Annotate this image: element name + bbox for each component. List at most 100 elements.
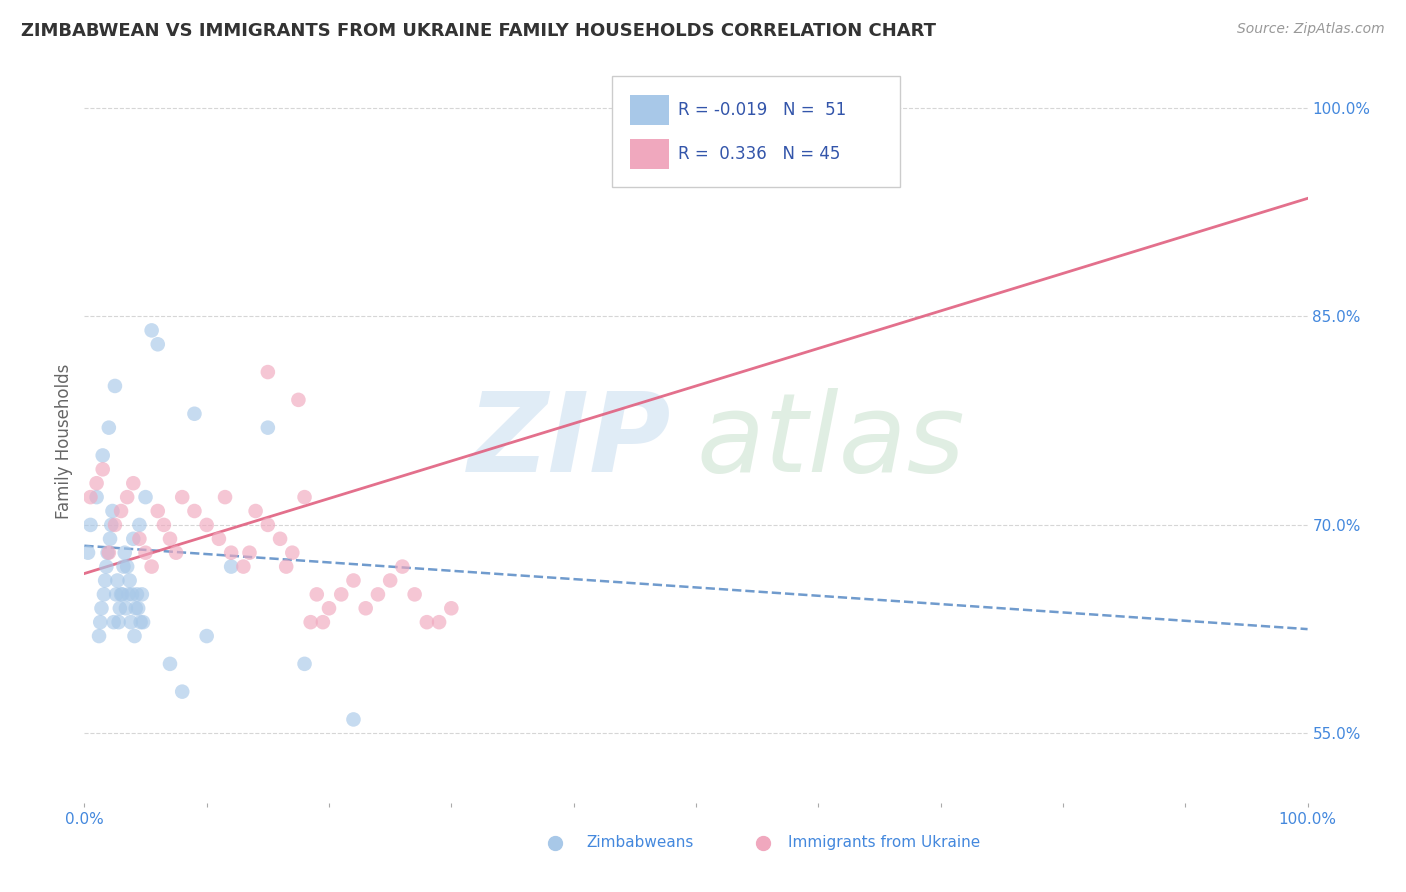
Point	[86, 476, 108, 491]
Point	[104, 379, 127, 393]
Point	[124, 629, 146, 643]
Point	[115, 490, 138, 504]
Point	[97, 546, 120, 560]
Point	[172, 684, 194, 698]
Point	[117, 587, 139, 601]
Point	[380, 574, 402, 588]
Point	[416, 615, 439, 630]
Point	[165, 546, 187, 560]
Point	[129, 615, 152, 630]
Point	[146, 337, 169, 351]
Point	[115, 601, 138, 615]
Point	[128, 517, 150, 532]
Point	[342, 574, 364, 588]
Point	[128, 532, 150, 546]
Point	[131, 587, 153, 601]
Point	[195, 629, 218, 643]
Point	[232, 559, 254, 574]
Point	[141, 323, 163, 337]
Point	[127, 601, 149, 615]
Point	[91, 449, 114, 463]
Point	[159, 657, 181, 671]
Point	[121, 587, 143, 601]
Point	[294, 490, 316, 504]
Point	[195, 517, 218, 532]
Point	[299, 615, 322, 630]
Point	[108, 601, 131, 615]
Text: Source: ZipAtlas.com: Source: ZipAtlas.com	[1237, 22, 1385, 37]
Point	[89, 615, 111, 630]
Point	[146, 504, 169, 518]
Point	[294, 657, 316, 671]
Point	[91, 462, 114, 476]
Point	[404, 587, 426, 601]
Point	[86, 490, 108, 504]
Point	[318, 601, 340, 615]
Point	[245, 504, 267, 518]
Point	[287, 392, 309, 407]
Point	[269, 532, 291, 546]
Point	[330, 587, 353, 601]
Text: R =  0.336   N = 45: R = 0.336 N = 45	[678, 145, 839, 163]
Point	[354, 601, 377, 615]
Point	[93, 587, 115, 601]
Point	[135, 546, 157, 560]
Point	[208, 532, 231, 546]
Point	[281, 546, 304, 560]
Point	[172, 490, 194, 504]
Point	[183, 407, 205, 421]
Point	[114, 546, 136, 560]
Point	[440, 601, 463, 615]
Text: ZIMBABWEAN VS IMMIGRANTS FROM UKRAINE FAMILY HOUSEHOLDS CORRELATION CHART: ZIMBABWEAN VS IMMIGRANTS FROM UKRAINE FA…	[21, 22, 936, 40]
Point	[257, 365, 280, 379]
Point	[111, 587, 134, 601]
Point	[312, 615, 335, 630]
Point	[120, 615, 142, 630]
Point	[342, 713, 364, 727]
Text: Immigrants from Ukraine: Immigrants from Ukraine	[787, 835, 980, 850]
Point	[257, 517, 280, 532]
Point	[107, 615, 129, 630]
Point	[391, 559, 413, 574]
Point	[132, 615, 155, 630]
Point	[238, 546, 260, 560]
Point	[110, 504, 132, 518]
Point	[219, 546, 242, 560]
Point	[101, 504, 124, 518]
Point	[153, 517, 176, 532]
Point	[125, 587, 148, 601]
Text: R = -0.019   N =  51: R = -0.019 N = 51	[678, 101, 846, 119]
Point	[427, 615, 450, 630]
Point	[183, 504, 205, 518]
Text: atlas: atlas	[696, 388, 965, 495]
Point	[257, 420, 280, 434]
Text: ZIP: ZIP	[468, 388, 672, 495]
Text: Zimbabweans: Zimbabweans	[586, 835, 693, 850]
Point	[100, 517, 122, 532]
Point	[276, 559, 298, 574]
Point	[305, 587, 328, 601]
Point	[122, 532, 145, 546]
Point	[367, 587, 389, 601]
Point	[103, 615, 125, 630]
Point	[97, 420, 120, 434]
Point	[87, 629, 110, 643]
Point	[159, 532, 181, 546]
Point	[135, 490, 157, 504]
Point	[90, 601, 112, 615]
Point	[141, 559, 163, 574]
Point	[105, 587, 128, 601]
Point	[96, 559, 118, 574]
Point	[105, 574, 128, 588]
Point	[77, 546, 100, 560]
Point	[97, 546, 120, 560]
Point	[112, 559, 135, 574]
Point	[219, 559, 242, 574]
Point	[110, 587, 132, 601]
Point	[79, 490, 101, 504]
Point	[104, 517, 127, 532]
Point	[125, 601, 148, 615]
Point	[94, 574, 117, 588]
Point	[118, 574, 141, 588]
Point	[122, 476, 145, 491]
